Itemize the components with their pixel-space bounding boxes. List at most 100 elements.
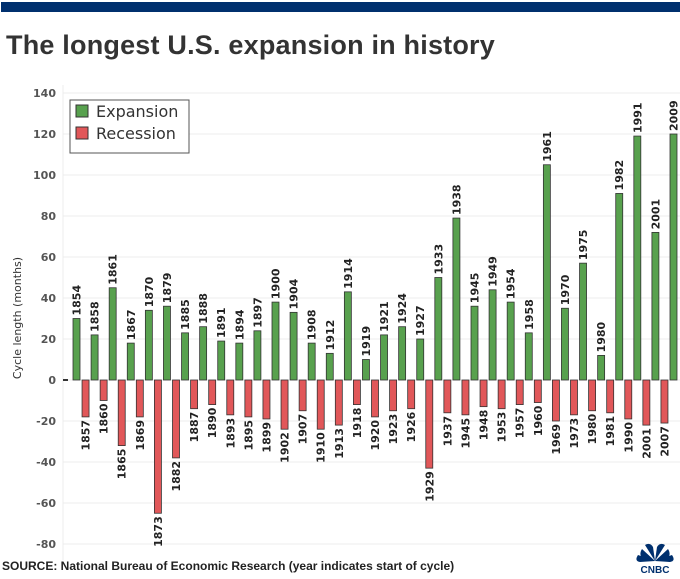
bar-year-label: 1904	[288, 278, 301, 309]
bar-year-label: 1908	[306, 309, 319, 340]
bar-year-label: 2009	[668, 100, 680, 131]
bar-recession	[515, 379, 524, 406]
y-tick-label: 40	[41, 292, 57, 305]
bar-expansion	[163, 305, 171, 381]
bar-year-label: 1938	[450, 184, 463, 215]
bar-recession	[443, 379, 452, 414]
bar-year-label: 1907	[297, 414, 310, 445]
bar-recession	[172, 379, 180, 459]
bar-year-label: 1969	[550, 424, 563, 455]
bar-expansion	[289, 311, 298, 381]
legend-label-recession: Recession	[96, 124, 176, 143]
bar-year-label: 1949	[487, 256, 500, 287]
legend-label-expansion: Expansion	[96, 102, 178, 121]
bar-recession	[606, 379, 615, 414]
bar-year-label: 1857	[80, 420, 93, 451]
bar-recession	[570, 379, 578, 416]
bar-recession	[407, 379, 416, 410]
bar-recession	[262, 379, 271, 420]
bar-year-label: 1861	[107, 254, 120, 285]
bar-year-label: 2001	[640, 428, 653, 459]
bar-year-label: 1888	[197, 293, 210, 324]
bar-year-label: 1954	[505, 268, 518, 299]
bar-year-label: 1900	[270, 268, 283, 299]
legend-swatch-recession	[75, 126, 89, 140]
bar-recession	[479, 379, 488, 408]
bar-year-label: 1923	[387, 414, 400, 445]
bar-expansion	[235, 342, 244, 381]
bar-year-label: 1867	[125, 309, 138, 340]
legend-box	[69, 99, 190, 154]
bar-expansion	[72, 318, 81, 381]
bar-expansion	[380, 334, 388, 381]
bar-year-label: 1953	[496, 412, 509, 443]
bar-year-label: 1913	[333, 428, 346, 459]
bar-recession	[298, 379, 307, 412]
y-tick-label: -40	[36, 456, 56, 469]
bar-year-label: 1945	[469, 273, 482, 304]
bar-year-label: 1885	[179, 299, 192, 330]
bar-recession	[81, 379, 90, 418]
bar-expansion	[597, 354, 606, 381]
bar-recession	[461, 379, 470, 416]
bar-year-label: 1897	[251, 297, 264, 328]
bar-expansion	[524, 332, 533, 381]
bar-year-label: 1887	[188, 412, 201, 443]
y-tick-label: -80	[36, 538, 56, 551]
bar-recession	[533, 379, 542, 403]
bar-year-label: 1854	[71, 285, 84, 316]
bar-recession	[660, 379, 669, 424]
bar-expansion	[561, 307, 569, 381]
bar-year-label: 1902	[279, 432, 292, 463]
bar-year-label: 1958	[523, 299, 536, 330]
bar-recession	[244, 379, 253, 418]
bar-recession	[316, 379, 325, 430]
bar-expansion	[416, 338, 425, 381]
y-tick-label: 0	[48, 374, 56, 387]
bar-year-label: 1927	[414, 305, 427, 336]
bar-recession	[588, 379, 596, 412]
bar-year-label: 1870	[143, 276, 156, 307]
bar-expansion	[217, 340, 226, 381]
bar-year-label: 1980	[595, 321, 608, 352]
y-axis-label: Cycle length (months)	[11, 257, 24, 379]
bar-year-label: 1921	[378, 301, 391, 332]
source-note: SOURCE: National Bureau of Economic Rese…	[2, 559, 455, 573]
bar-recession	[99, 379, 108, 401]
bar-year-label: 1899	[260, 422, 273, 453]
chart-title: The longest U.S. expansion in history	[6, 30, 495, 60]
bar-expansion	[199, 326, 208, 381]
y-tick-label: 60	[41, 251, 57, 264]
bar-expansion	[253, 330, 262, 381]
bar-recession	[552, 379, 560, 422]
bar-expansion	[669, 133, 678, 381]
bar-expansion	[362, 359, 370, 381]
bar-year-label: 1893	[224, 418, 237, 449]
bar-expansion	[651, 231, 660, 381]
y-tick-label: -20	[36, 415, 56, 428]
bar-year-label: 1910	[315, 432, 328, 463]
cnbc-logo: CNBC	[636, 543, 674, 575]
bar-expansion	[506, 301, 515, 381]
bar-year-label: 1980	[586, 413, 599, 444]
bar-recession	[190, 379, 198, 410]
bar-recession	[425, 379, 434, 469]
bar-year-label: 1973	[568, 418, 581, 449]
bar-expansion	[90, 334, 99, 381]
bar-year-label: 1895	[242, 420, 255, 451]
bar-year-label: 1929	[423, 471, 436, 502]
bar-year-label: 1891	[215, 307, 228, 338]
bar-year-label: 2001	[649, 199, 662, 230]
bar-expansion	[615, 193, 624, 381]
bar-recession	[226, 379, 235, 416]
bar-year-label: 1970	[559, 274, 572, 305]
bar-recession	[208, 379, 217, 406]
bar-year-label: 1933	[432, 244, 445, 275]
legend-swatch-expansion	[75, 104, 89, 118]
bar-expansion	[307, 342, 316, 381]
bar-recession	[371, 379, 379, 418]
bar-expansion	[633, 135, 642, 381]
bar-expansion	[470, 305, 479, 381]
bar-expansion	[144, 309, 153, 381]
bar-year-label: 1991	[631, 102, 644, 133]
